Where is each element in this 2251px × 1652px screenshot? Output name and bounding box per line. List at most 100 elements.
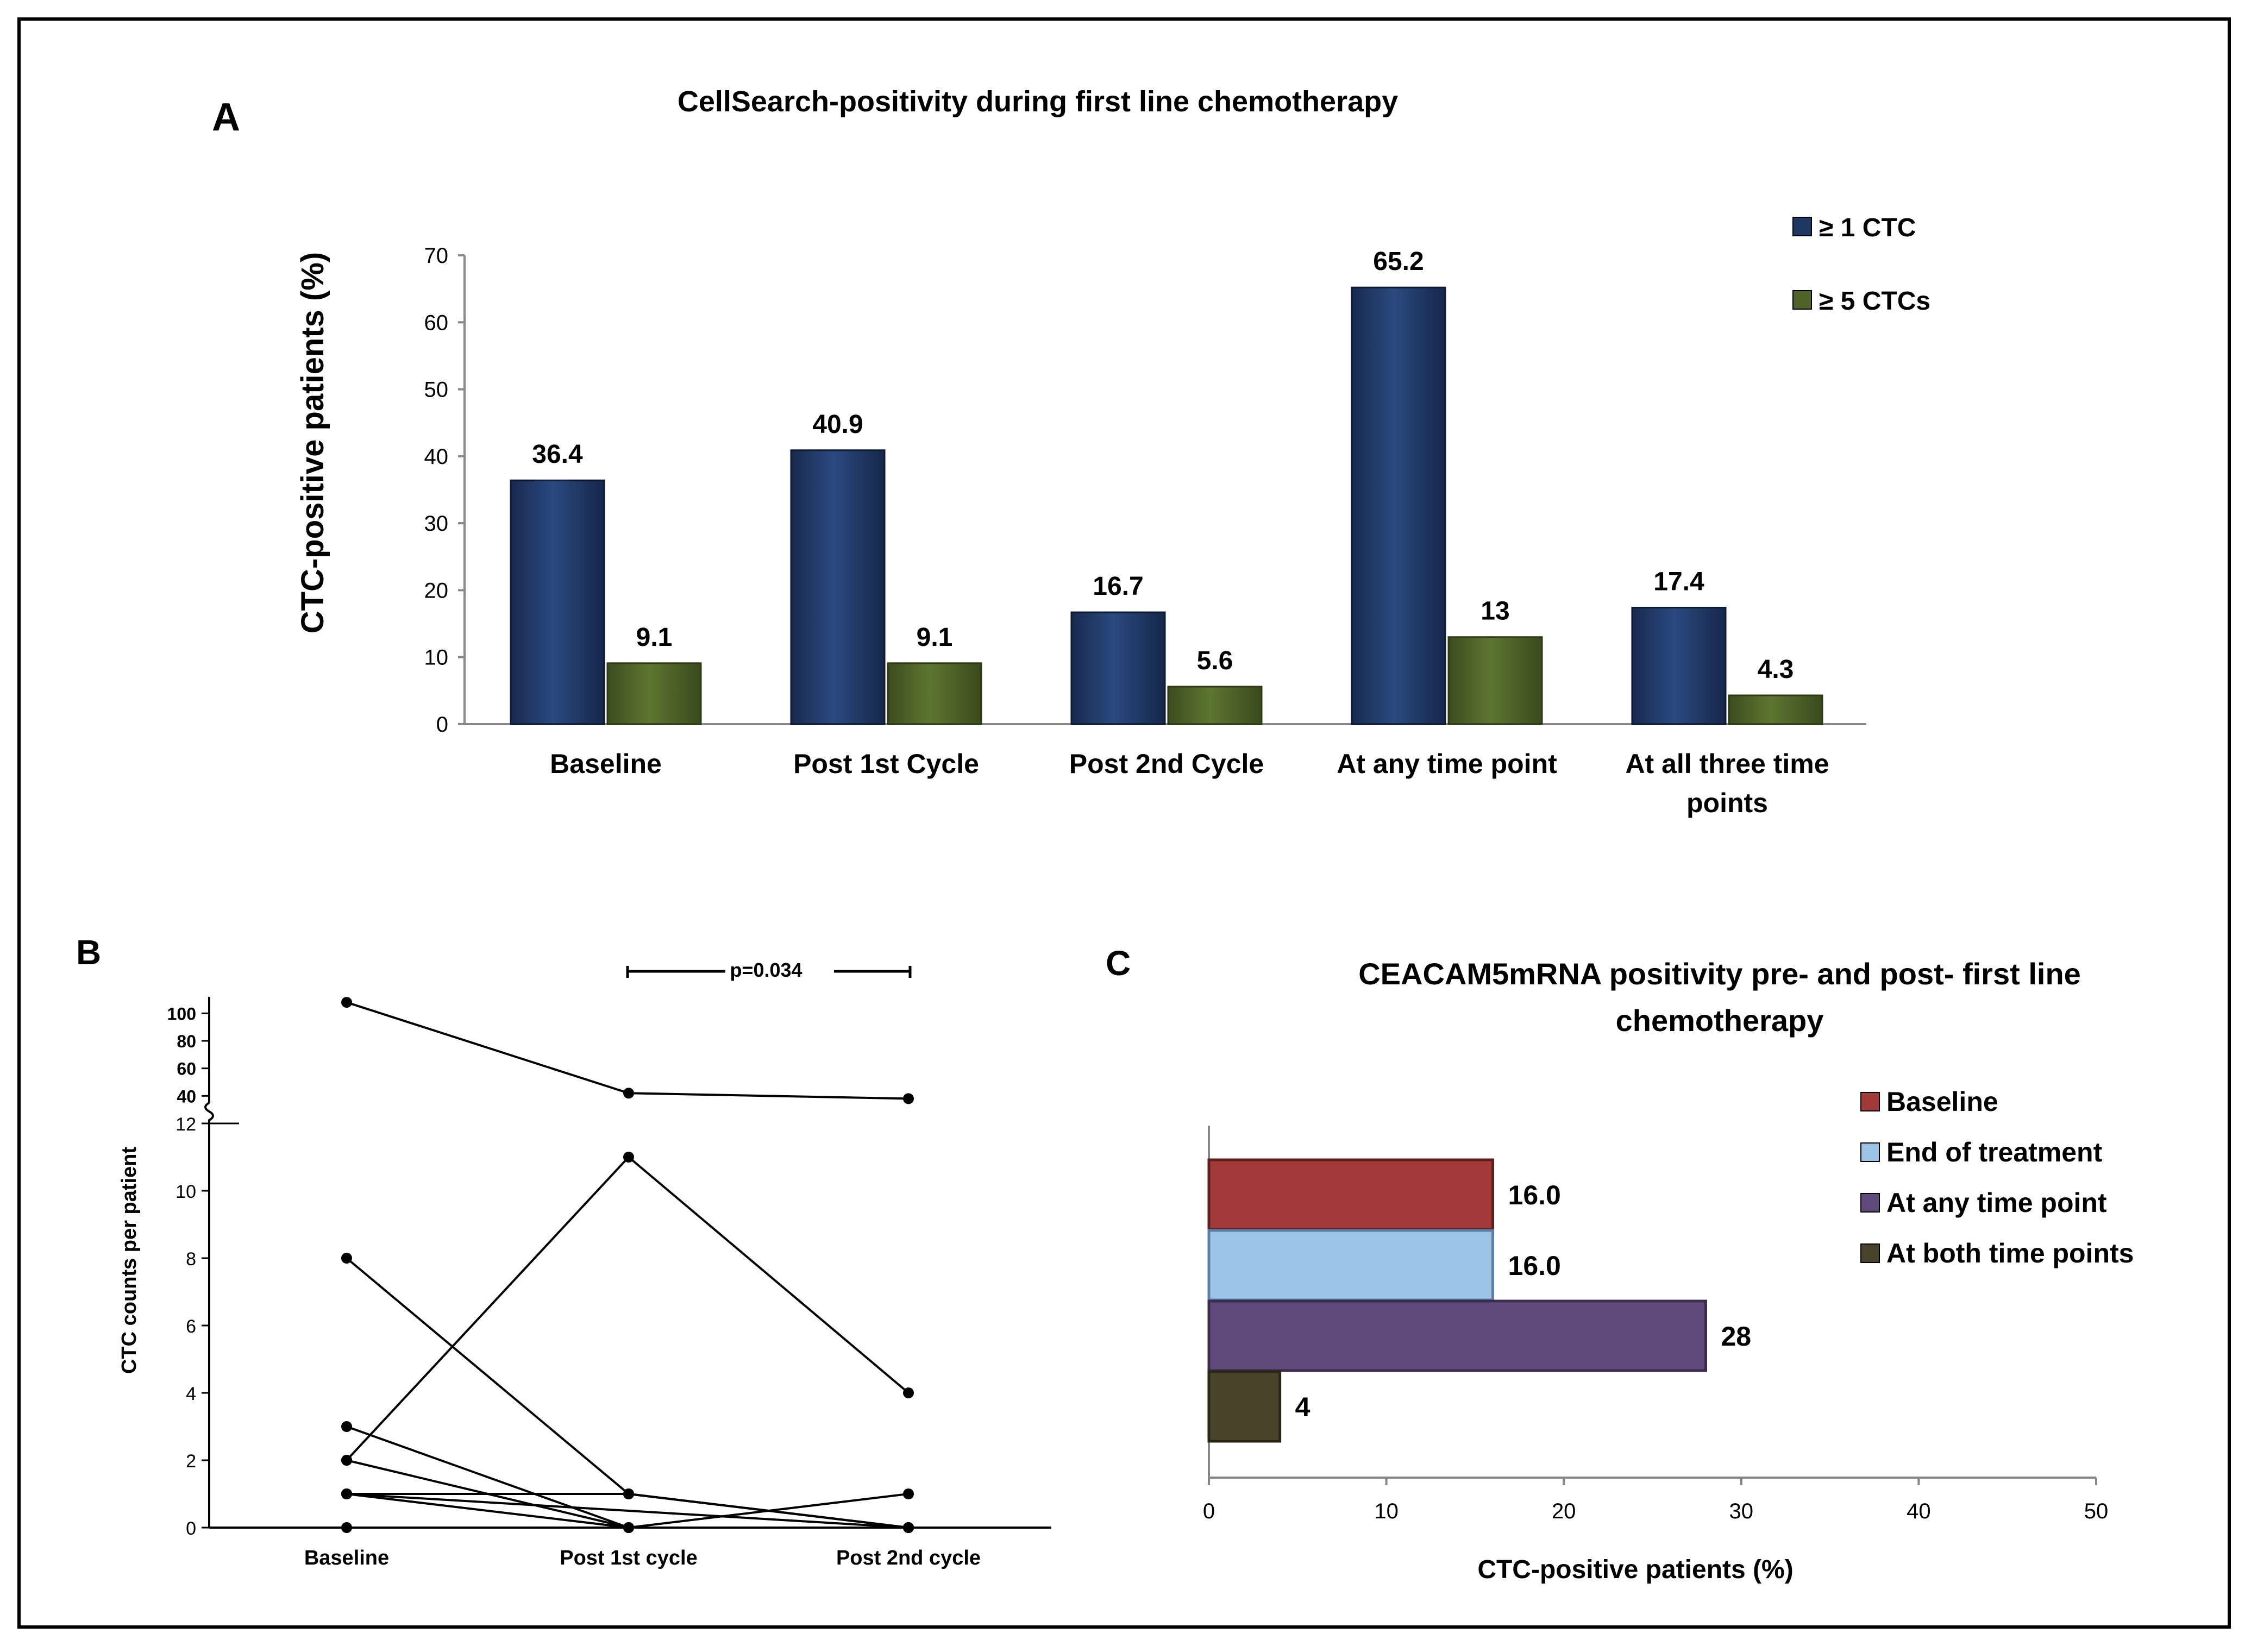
data-label-c: 16.0 (1508, 1180, 1561, 1210)
y-tick-label-a: 20 (424, 579, 449, 602)
y-ticks-b: 0 2 4 6 8 10 12 40 60 80 100 (167, 1004, 209, 1539)
data-label-c: 4 (1295, 1392, 1311, 1422)
patient-point (341, 1522, 352, 1533)
y-tick-label-b: 6 (186, 1316, 196, 1337)
chart-title-c-line1: CEACAM5mRNA positivity pre- and post- fi… (1358, 957, 2081, 991)
chart-title-c-line2: chemotherapy (1616, 1003, 1824, 1038)
y-tick-label-b: 10 (175, 1182, 196, 1202)
y-tick-label-b: 0 (186, 1518, 196, 1539)
y-tick-label-b: 8 (186, 1249, 196, 1270)
legend-label-c: At both time points (1886, 1238, 2134, 1268)
x-tick-label-c: 40 (1907, 1499, 1931, 1523)
x-ticks-c: 0 10 20 30 40 50 (1203, 1478, 2108, 1523)
bar-a (1167, 686, 1263, 725)
bars-c: 16.0 16.0 28 4 (1207, 1158, 1751, 1443)
legend-swatch-c (1860, 1142, 1880, 1162)
y-tick-label-b: 80 (177, 1032, 196, 1051)
patient-line (346, 1425, 908, 1529)
patient-point (623, 1522, 634, 1533)
data-label-a: 13 (1481, 597, 1509, 626)
patient-point (341, 997, 352, 1008)
data-label-a: 9.1 (636, 623, 673, 652)
categories-b: Baseline Post 1st cycle Post 2nd cycle (304, 1547, 981, 1569)
bar-a (790, 449, 886, 725)
p-value-text: p=0.034 (730, 959, 802, 981)
y-tick-label-a: 40 (424, 445, 449, 469)
bar-c (1207, 1370, 1282, 1443)
patient-point (341, 1488, 352, 1499)
patient-line (346, 1493, 909, 1529)
legend-swatch-a (1792, 217, 1812, 236)
bars-a: 36.4 9.1 40.9 9.1 16.7 5.6 65.2 13 17.4 4.3 (510, 247, 1823, 725)
x-tick-label-c: 0 (1203, 1499, 1215, 1523)
panel-label-a: A (212, 96, 240, 139)
category-label-a: Post 1st Cycle (793, 749, 979, 779)
legend-swatch-c (1860, 1243, 1880, 1263)
data-label-a: 65.2 (1373, 247, 1424, 276)
patient-point (903, 1522, 914, 1533)
category-label-b: Post 1st cycle (560, 1547, 697, 1569)
patient-point (341, 1253, 352, 1264)
y-axis-label-a: CTC-positive patients (%) (295, 252, 330, 634)
bar-c (1207, 1158, 1495, 1231)
data-label-a: 17.4 (1653, 567, 1704, 596)
data-label-a: 36.4 (532, 440, 583, 469)
legend-swatch-c (1860, 1193, 1880, 1213)
y-tick-label-a: 10 (424, 646, 449, 670)
bar-a (887, 662, 982, 725)
bar-a (510, 479, 605, 725)
panel-b-chart: B CTC counts per patient 0 2 4 6 8 10 12 40 60 80… (76, 933, 1051, 1569)
panel-label-b: B (76, 933, 101, 972)
x-tick-label-c: 10 (1374, 1499, 1399, 1523)
panel-a-chart: A CellSearch-positivity during first lin… (212, 85, 1930, 818)
bar-c (1207, 1299, 1707, 1372)
category-label-a: At all three time (1625, 749, 1829, 779)
patient-point (341, 1421, 352, 1432)
category-label-a: At any time point (1337, 749, 1557, 779)
bar-a (1728, 694, 1823, 725)
category-label-a: points (1686, 788, 1768, 818)
legend-swatch-c (1860, 1092, 1880, 1111)
figure-frame (17, 17, 2231, 1629)
y-axis-label-b: CTC counts per patient (118, 1147, 141, 1374)
patient-point (623, 1488, 634, 1499)
patient-line (346, 1257, 909, 1529)
y-tick-label-a: 50 (424, 378, 449, 402)
patient-point (903, 1093, 914, 1104)
p-value-bracket: p=0.034 (626, 959, 912, 981)
bar-a (1070, 611, 1166, 725)
legend-label-a: ≥ 5 CTCs (1819, 287, 1930, 316)
patient-point (623, 1152, 634, 1163)
legend-label-c: End of treatment (1886, 1137, 2103, 1167)
y-tick-label-a: 0 (436, 713, 448, 737)
patient-point (341, 1455, 352, 1466)
bar-a (1631, 606, 1727, 725)
chart-title-a: CellSearch-positivity during first line … (678, 85, 1398, 118)
panel-label-c: C (1106, 944, 1131, 983)
category-label-b: Post 2nd cycle (836, 1547, 981, 1569)
y-tick-label-b: 12 (175, 1114, 196, 1135)
patient-line (346, 1155, 910, 1461)
y-tick-label-a: 60 (424, 311, 449, 335)
legend-swatch-a (1792, 290, 1812, 310)
bar-a (1351, 286, 1446, 725)
categories-a: Baseline Post 1st Cycle Post 2nd Cycle At a… (550, 749, 1829, 818)
patient-point (903, 1488, 914, 1499)
data-label-c: 28 (1721, 1321, 1751, 1352)
legend-label-c: At any time point (1886, 1188, 2107, 1218)
y-tick-label-a: 70 (424, 244, 449, 268)
bar-a (1447, 636, 1543, 725)
patient-line (346, 1001, 909, 1100)
data-label-a: 9.1 (917, 623, 953, 652)
panel-c-chart: C CEACAM5mRNA positivity pre- and post- … (1106, 944, 2134, 1584)
legend-a: ≥ 1 CTC ≥ 5 CTCs (1792, 213, 1930, 316)
data-label-c: 16.0 (1508, 1251, 1561, 1281)
legend-label-a: ≥ 1 CTC (1819, 213, 1916, 242)
y-tick-label-a: 30 (424, 512, 449, 536)
patient-point (903, 1387, 914, 1398)
data-label-a: 4.3 (1758, 655, 1794, 684)
y-tick-label-b: 60 (177, 1059, 196, 1079)
legend-label-c: Baseline (1886, 1086, 1998, 1117)
y-ticks-a: 0 10 20 30 40 50 60 70 (424, 244, 465, 737)
